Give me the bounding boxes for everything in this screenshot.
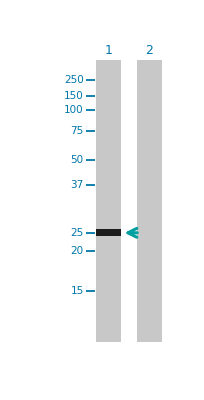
Text: 25: 25	[70, 228, 83, 238]
Bar	[136, 60, 161, 342]
Text: 20: 20	[70, 246, 83, 256]
Text: 15: 15	[70, 286, 83, 296]
Text: 50: 50	[70, 156, 83, 166]
Bar	[95, 60, 120, 342]
Text: 2: 2	[145, 44, 153, 57]
Text: 75: 75	[70, 126, 83, 136]
Text: 250: 250	[64, 75, 83, 85]
Text: 150: 150	[64, 91, 83, 101]
Text: 1: 1	[104, 44, 112, 57]
Text: 37: 37	[70, 180, 83, 190]
Bar	[95, 230, 120, 236]
Text: 100: 100	[64, 105, 83, 115]
